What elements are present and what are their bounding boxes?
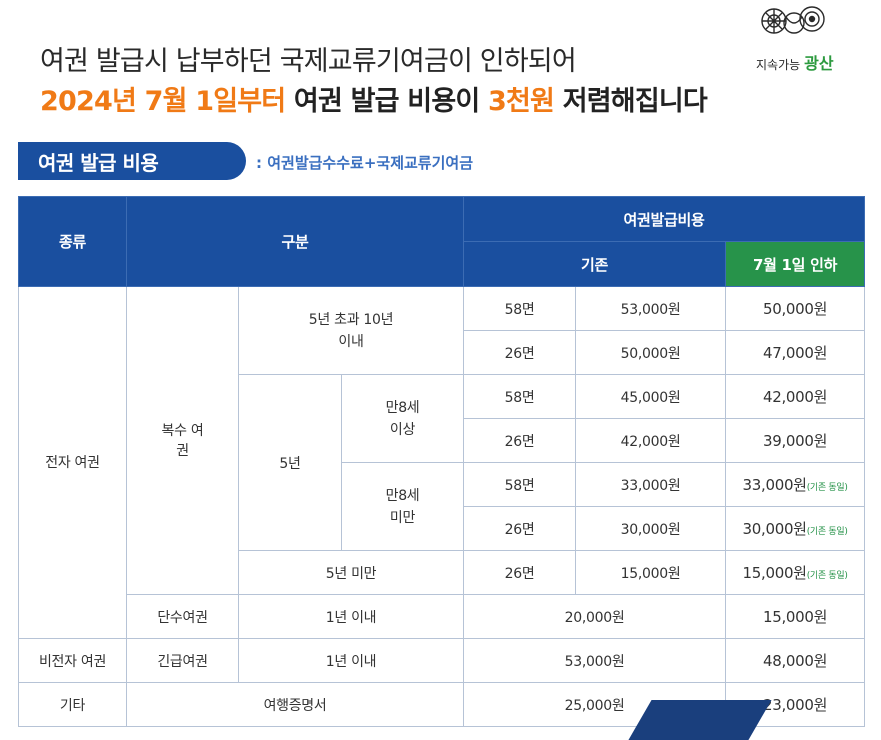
table-row: 만8세 미만 58면 33,000원 33,000원(기존 동일): [19, 462, 866, 551]
new-fee-value: 30,000원: [742, 520, 807, 538]
new-fee-value: 33,000원: [742, 476, 807, 494]
headline: 여권 발급시 납부하던 국제교류기여금이 인하되어 2024년 7월 1일부터 …: [40, 42, 708, 122]
table-row: 5년 미만 26면 15,000원 15,000원(기존 동일): [19, 550, 866, 595]
existing-fee: 53,000원: [463, 638, 727, 683]
header-cost: 여권발급비용: [463, 196, 866, 242]
travel-certificate: 여행증명서: [125, 682, 465, 727]
new-fee: 15,000원(기존 동일): [725, 550, 866, 595]
new-fee: 42,000원: [725, 374, 866, 419]
five-years: 5년: [238, 374, 342, 551]
five-to-ten-years: 5년 초과 10년 이내: [237, 286, 465, 375]
city-logo-icon: [761, 6, 825, 34]
pages-cell: 58면: [463, 462, 577, 507]
new-fee: 50,000원: [725, 286, 866, 331]
existing-fee: 30,000원: [575, 506, 727, 551]
new-fee: 39,000원: [725, 418, 866, 463]
new-fee: 30,000원(기존 동일): [725, 506, 866, 551]
type-electronic: 전자 여권: [18, 286, 127, 639]
type-non-electronic: 비전자 여권: [18, 638, 127, 683]
table-row: 전자 여권 복수 여권 5년 초과 10년 이내 58면 53,000원 50,…: [18, 286, 866, 639]
logo-small-text: 지속가능: [756, 58, 801, 72]
age8-over: 만8세 이상: [340, 374, 465, 463]
existing-fee: 33,000원: [575, 462, 727, 507]
headline-line1: 여권 발급시 납부하던 국제교류기여금이 인하되어: [40, 46, 577, 77]
header-type: 종류: [18, 196, 127, 287]
table-row: 26면 30,000원 30,000원(기존 동일): [19, 506, 866, 551]
pages-cell: 26면: [463, 418, 577, 463]
table-row: 단수여권 1년 이내 20,000원 15,000원: [19, 594, 866, 639]
same-note: (기존 동일): [806, 527, 848, 537]
pages-cell: 26면: [463, 506, 577, 551]
headline-mid: 여권 발급 비용이: [285, 86, 489, 117]
multi-passport: 복수 여권: [126, 286, 239, 595]
existing-fee: 53,000원: [575, 286, 727, 331]
existing-fee: 45,000원: [575, 374, 727, 419]
table-row: 26면 50,000원 47,000원: [19, 330, 866, 375]
pages-cell: 26면: [463, 550, 577, 595]
passport-fee-table: 종류 구분 여권발급비용 기존 7월 1일 인하 전자 여권 복수 여권 5년 …: [18, 196, 866, 727]
existing-fee: 50,000원: [575, 330, 727, 375]
new-fee: 47,000원: [725, 330, 866, 375]
within-one-year: 1년 이내: [237, 638, 465, 683]
within-one-year: 1년 이내: [237, 594, 465, 639]
under-five-years: 5년 미만: [237, 550, 465, 595]
existing-fee: 20,000원: [463, 594, 727, 639]
headline-line2: 2024년 7월 1일부터 여권 발급 비용이 3천원 저렴해집니다: [40, 82, 708, 122]
section-subtitle: : 여권발급수수료+국제교류기여금: [256, 154, 473, 172]
pages-cell: 58면: [463, 286, 577, 331]
new-fee: 48,000원: [725, 638, 866, 683]
single-passport: 단수여권: [126, 594, 239, 639]
same-note: (기존 동일): [806, 483, 848, 493]
pages-cell: 58면: [463, 374, 577, 419]
type-other: 기타: [18, 682, 127, 727]
emergency-passport: 긴급여권: [126, 638, 239, 683]
age8-under: 만8세 미만: [340, 462, 465, 551]
header-new: 7월 1일 인하: [725, 241, 866, 287]
section-title-badge: 여권 발급 비용: [18, 142, 246, 180]
new-fee: 33,000원(기존 동일): [725, 462, 866, 507]
logo-text: 지속가능 광산: [756, 50, 834, 74]
header-existing: 기존: [463, 241, 727, 287]
new-fee: 15,000원: [725, 594, 866, 639]
same-note: (기존 동일): [806, 571, 848, 581]
decorative-corner: [628, 700, 772, 740]
headline-date: 2024년 7월 1일부터: [40, 86, 286, 117]
headline-amount: 3천원: [488, 86, 555, 117]
pages-cell: 26면: [463, 330, 577, 375]
existing-fee: 15,000원: [575, 550, 727, 595]
header-category: 구분: [125, 196, 465, 287]
table-row: 비전자 여권 긴급여권 1년 이내 53,000원 48,000원: [18, 638, 866, 683]
existing-fee: 42,000원: [575, 418, 727, 463]
logo-big-text: 광산: [804, 54, 834, 73]
headline-end: 저렴해집니다: [554, 86, 708, 117]
new-fee-value: 15,000원: [742, 564, 807, 582]
